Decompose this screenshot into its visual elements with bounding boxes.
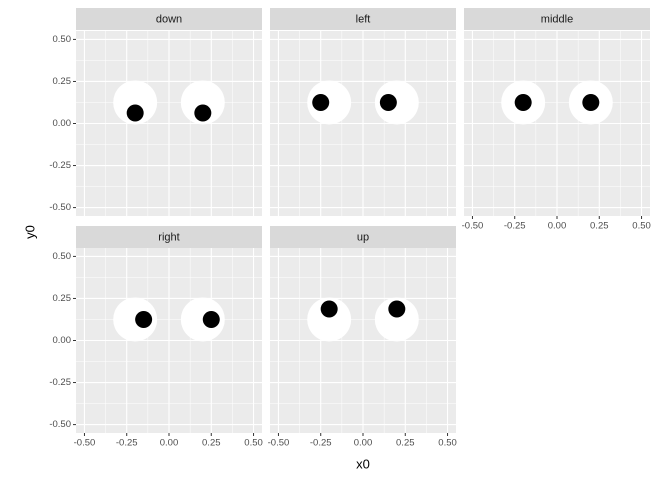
x-tick-label: -0.50 bbox=[462, 221, 484, 232]
pupil bbox=[126, 104, 144, 122]
y-tick-label: 0.50 bbox=[53, 251, 72, 262]
pupil bbox=[135, 310, 153, 328]
strip bbox=[76, 8, 262, 30]
pupil bbox=[312, 93, 330, 111]
x-tick-label: -0.50 bbox=[268, 438, 290, 449]
x-axis-label: x0 bbox=[356, 456, 370, 471]
y-tick-label: 0.00 bbox=[53, 118, 72, 129]
pupil bbox=[194, 104, 212, 122]
pupil bbox=[514, 93, 532, 111]
y-tick-label: -0.50 bbox=[49, 202, 71, 213]
x-tick-label: -0.50 bbox=[74, 438, 96, 449]
x-tick-label: -0.25 bbox=[310, 438, 332, 449]
strip-label: up bbox=[357, 231, 369, 243]
eye bbox=[307, 297, 352, 342]
strip bbox=[270, 226, 456, 248]
pupil bbox=[388, 300, 406, 318]
x-tick-label: 0.50 bbox=[438, 438, 457, 449]
y-tick-label: 0.00 bbox=[53, 335, 72, 346]
eye bbox=[113, 80, 158, 125]
x-tick-label: 0.50 bbox=[244, 438, 263, 449]
strip-label: right bbox=[158, 231, 179, 243]
x-tick-label: 0.25 bbox=[590, 221, 609, 232]
x-tick-label: 0.25 bbox=[202, 438, 221, 449]
y-tick-label: -0.50 bbox=[49, 419, 71, 430]
pupil bbox=[202, 310, 220, 328]
pupil bbox=[582, 93, 600, 111]
x-tick-label: 0.00 bbox=[548, 221, 567, 232]
eye bbox=[180, 80, 225, 125]
y-tick-label: 0.50 bbox=[53, 34, 72, 45]
strip bbox=[270, 8, 456, 30]
y-tick-label: 0.25 bbox=[53, 293, 72, 304]
x-tick-label: 0.00 bbox=[354, 438, 373, 449]
pupil bbox=[379, 93, 397, 111]
strip bbox=[76, 226, 262, 248]
x-tick-label: 0.25 bbox=[396, 438, 415, 449]
x-tick-label: 0.50 bbox=[632, 221, 651, 232]
eye bbox=[374, 297, 419, 342]
y-tick-label: -0.25 bbox=[49, 160, 71, 171]
x-tick-label: 0.00 bbox=[160, 438, 179, 449]
strip bbox=[464, 8, 650, 30]
strip-label: middle bbox=[541, 13, 573, 25]
x-tick-label: -0.25 bbox=[504, 221, 526, 232]
y-axis-label: y0 bbox=[22, 225, 37, 239]
strip-label: left bbox=[356, 13, 371, 25]
y-tick-label: 0.25 bbox=[53, 76, 72, 87]
x-tick-label: -0.25 bbox=[116, 438, 138, 449]
y-tick-label: -0.25 bbox=[49, 377, 71, 388]
pupil bbox=[320, 300, 338, 318]
strip-label: down bbox=[156, 13, 182, 25]
